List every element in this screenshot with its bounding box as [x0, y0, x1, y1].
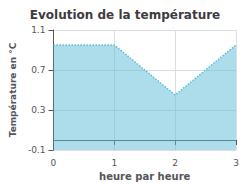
svg-text:0.7: 0.7: [31, 65, 45, 75]
svg-text:0.3: 0.3: [31, 105, 45, 115]
svg-text:heure par heure: heure par heure: [99, 171, 190, 182]
svg-text:1: 1: [111, 158, 117, 168]
svg-text:1.1: 1.1: [31, 25, 45, 35]
svg-text:Evolution de la température: Evolution de la température: [30, 8, 221, 22]
svg-text:0: 0: [51, 158, 57, 168]
svg-text:Température en °C: Température en °C: [8, 42, 18, 137]
svg-text:3: 3: [233, 158, 239, 168]
svg-text:-0.1: -0.1: [28, 145, 46, 155]
svg-text:2: 2: [172, 158, 178, 168]
